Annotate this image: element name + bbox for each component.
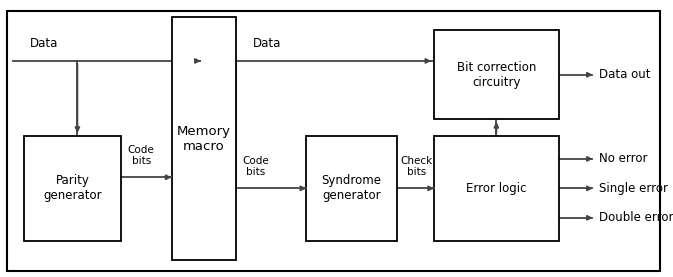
Text: No error: No error [599,152,647,165]
Bar [24,136,121,241]
Bar [434,136,559,241]
Text: Code
bits: Code bits [128,145,155,166]
Text: Code
bits: Code bits [242,156,269,177]
Bar [306,136,397,241]
Text: Check
bits: Check bits [400,156,433,177]
Text: Error logic: Error logic [466,182,526,195]
Text: Parity
generator: Parity generator [43,174,102,202]
Text: Data: Data [30,37,59,50]
Text: Syndrome
generator: Syndrome generator [322,174,382,202]
Text: Bit correction
circuitry: Bit correction circuitry [457,61,536,89]
Bar [172,17,236,260]
Text: Data: Data [252,37,281,50]
Bar [434,30,559,119]
Text: Data out: Data out [599,68,651,81]
Text: Double errors: Double errors [599,211,673,224]
Text: Single error: Single error [599,182,668,195]
Text: Memory
macro: Memory macro [176,124,231,153]
